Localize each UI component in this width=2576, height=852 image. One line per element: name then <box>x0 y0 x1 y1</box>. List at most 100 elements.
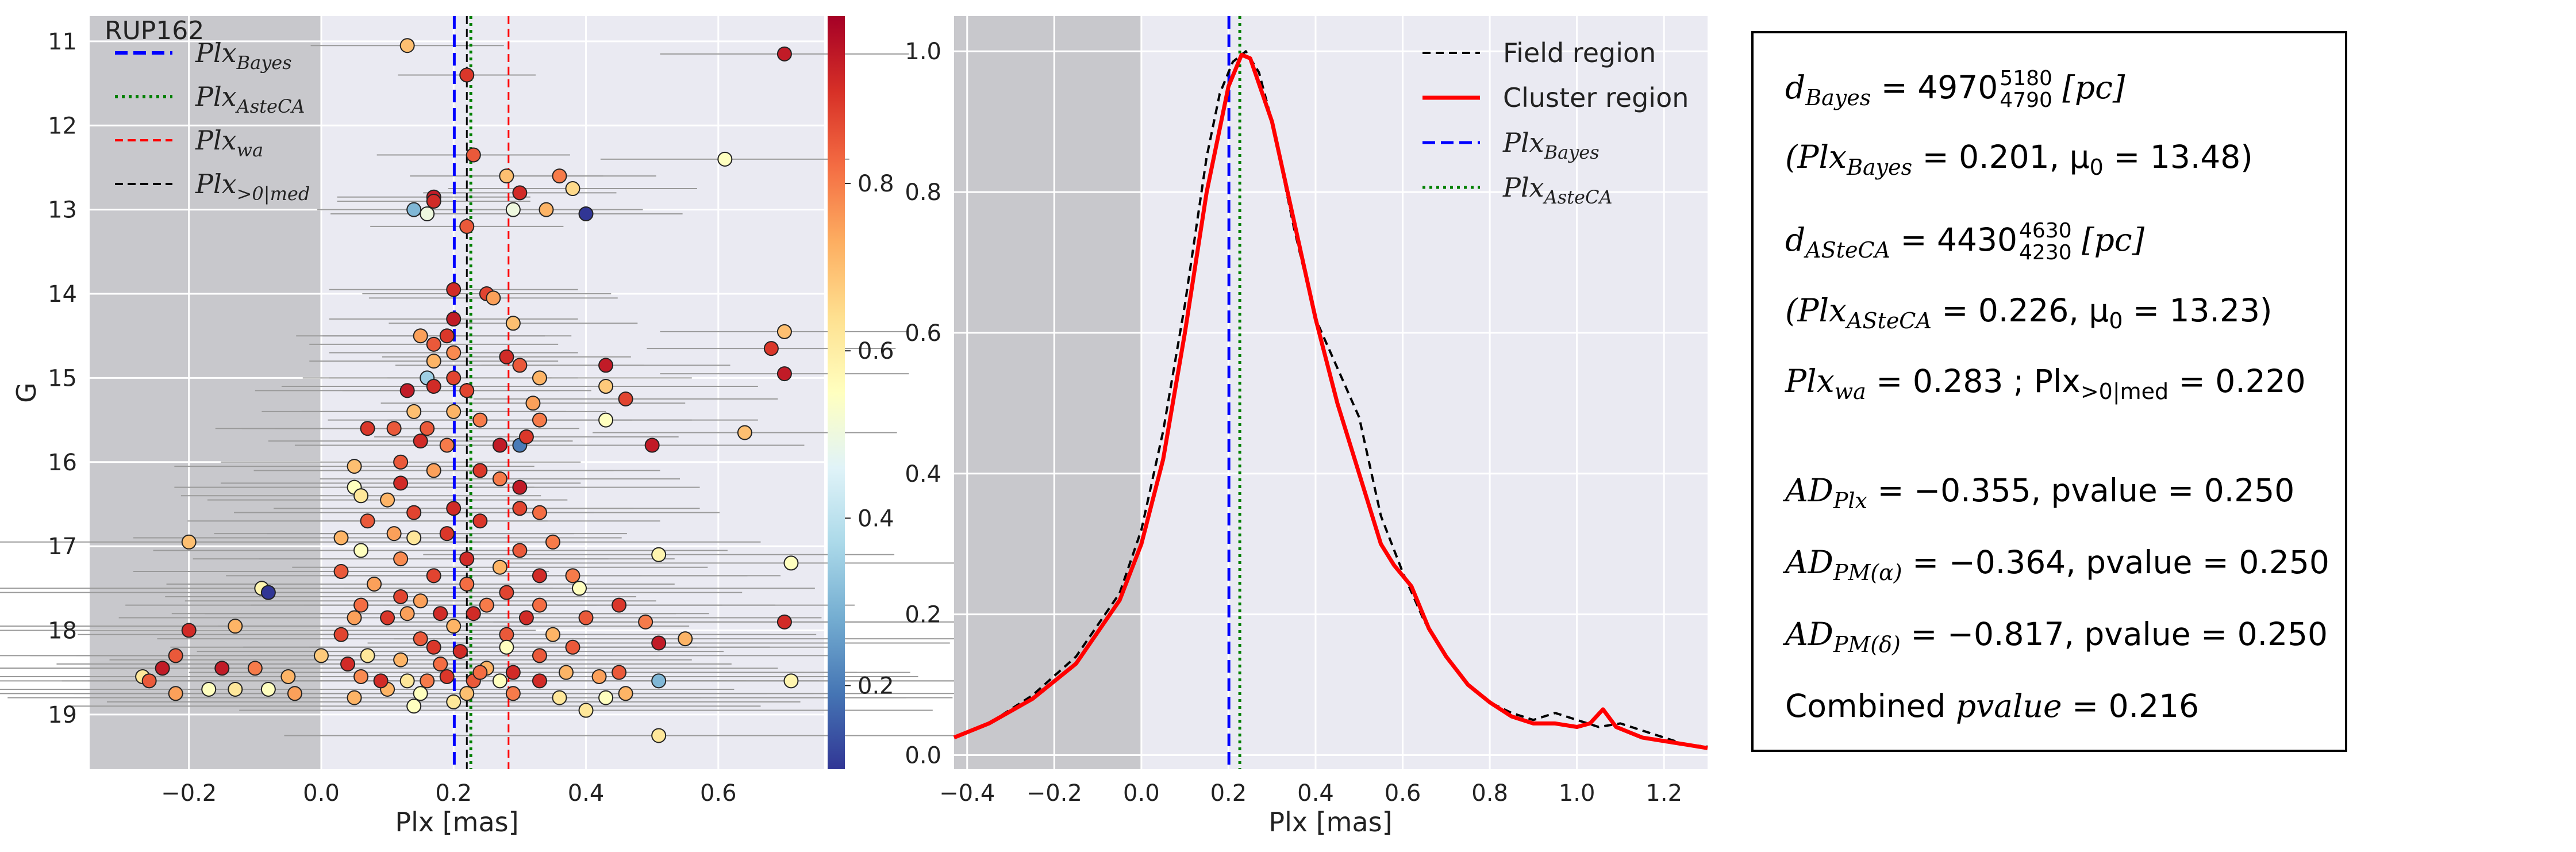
left-y-axis-label: G <box>11 382 42 403</box>
star-point <box>380 610 395 625</box>
plx-bayes-value: = 0.201, μ <box>1912 139 2090 175</box>
star-point <box>228 681 243 697</box>
star-point <box>598 379 614 394</box>
left-legend-label: PlxBayes <box>195 37 292 74</box>
star-point <box>333 627 349 642</box>
star-point <box>228 619 243 634</box>
star-point <box>433 606 448 621</box>
ad-pma-value: = −0.364, pvalue = 0.250 <box>1902 544 2329 581</box>
combined-label: Combined <box>1785 688 1956 724</box>
parallax-density-panel: −0.4 −0.2 0.0 0.2 0.4 0.6 0.8 1.0 1.2 0.0 0.2 0.4 0… <box>905 16 1708 838</box>
plx-wa-line: Plxwa = 0.283 ; Plx>0|med = 0.220 <box>1785 363 2306 404</box>
star-point <box>532 568 547 584</box>
star-point <box>776 46 792 62</box>
plx-wa-label: Plx <box>1785 363 1835 400</box>
ad-pma-label: AD <box>1785 544 1833 581</box>
star-point <box>353 669 369 684</box>
d-bayes-line: dBayes = 4970 5180 4790 [pc] <box>1785 68 2125 112</box>
star-point <box>565 639 580 655</box>
star-point <box>360 513 375 529</box>
star-point <box>565 568 580 584</box>
star-point <box>393 652 409 667</box>
star-point <box>472 513 488 529</box>
star-point <box>492 673 507 689</box>
right-x-tick-label: −0.4 <box>939 780 995 807</box>
star-point <box>393 551 409 567</box>
star-point <box>360 421 375 436</box>
star-point <box>651 635 667 651</box>
star-point <box>386 526 402 542</box>
star-point <box>552 690 567 705</box>
star-point <box>155 661 170 676</box>
left-y-tick-label: 18 <box>48 617 77 644</box>
plx-bayes-sub: Bayes <box>1847 155 1913 180</box>
star-point <box>439 526 455 542</box>
star-point <box>532 648 547 663</box>
star-point <box>783 555 799 571</box>
star-point <box>426 639 441 655</box>
star-point <box>505 316 521 331</box>
star-point <box>426 463 441 478</box>
star-point <box>499 168 514 184</box>
right-x-tick-label: 0.4 <box>1297 780 1334 807</box>
star-point <box>591 669 607 684</box>
star-point <box>386 421 402 436</box>
right-x-tick-label: 1.0 <box>1559 780 1595 807</box>
plx-bayes-line: (PlxBayes = 0.201, μ0 = 13.48) <box>1785 139 2253 180</box>
star-point <box>717 151 733 167</box>
star-point <box>433 657 448 672</box>
star-point <box>420 206 435 221</box>
left-x-tick-label: 0.4 <box>568 780 605 807</box>
star-point <box>492 559 507 575</box>
star-point <box>512 358 528 373</box>
star-point <box>776 366 792 382</box>
left-y-tick-label: 17 <box>48 534 77 560</box>
left-legend-label: PlxAsteCA <box>195 81 305 117</box>
right-x-tick-label: 0.0 <box>1123 780 1160 807</box>
left-y-tick-label: 15 <box>48 365 77 392</box>
right-x-tick-label: −0.2 <box>1026 780 1082 807</box>
plx-med-sub: >0|med <box>2080 379 2169 404</box>
colorbar-gradient <box>828 16 845 769</box>
star-point <box>333 564 349 579</box>
star-point <box>459 551 475 567</box>
plx-bayes-label: (Plx <box>1785 139 1847 175</box>
star-point <box>472 463 488 478</box>
star-point <box>518 429 534 444</box>
right-x-axis-label: Plx [mas] <box>1268 807 1392 838</box>
star-point <box>644 437 660 453</box>
right-x-tick-label: 0.8 <box>1471 780 1508 807</box>
right-x-tick-label: 1.2 <box>1645 780 1682 807</box>
d-bayes-lower: 4790 <box>2000 88 2052 112</box>
star-point <box>505 686 521 701</box>
star-point <box>492 471 507 487</box>
star-point <box>545 627 560 642</box>
star-point <box>578 703 594 718</box>
star-point <box>598 358 614 373</box>
star-point <box>181 534 197 550</box>
plx-wa-sub: wa <box>1834 379 1866 404</box>
right-legend-label: PlxBayes <box>1502 127 1600 163</box>
star-point <box>512 543 528 558</box>
right-shaded-region <box>954 16 1141 769</box>
bayes-sub: Bayes <box>1805 85 1871 110</box>
star-point <box>552 168 567 184</box>
mu-sub-2: 0 <box>2109 308 2123 333</box>
plx-med-value: = 0.220 <box>2169 363 2306 400</box>
star-point <box>565 181 580 197</box>
legend-base: Plx <box>195 37 237 68</box>
asteca-sub: ASteCA <box>1805 237 1890 263</box>
d-asteca-value: = 4430 <box>1890 221 2018 258</box>
star-point <box>572 581 587 596</box>
star-point <box>776 324 792 339</box>
star-point <box>651 547 667 562</box>
ad-pmd-value: = −0.817, pvalue = 0.250 <box>1900 616 2328 653</box>
star-point <box>612 665 627 680</box>
star-point <box>168 648 183 663</box>
star-point <box>486 290 501 306</box>
legend-base: Plx <box>195 81 237 112</box>
legend-sub: >0|med <box>237 183 310 205</box>
star-point <box>426 354 441 369</box>
star-point <box>578 206 594 221</box>
